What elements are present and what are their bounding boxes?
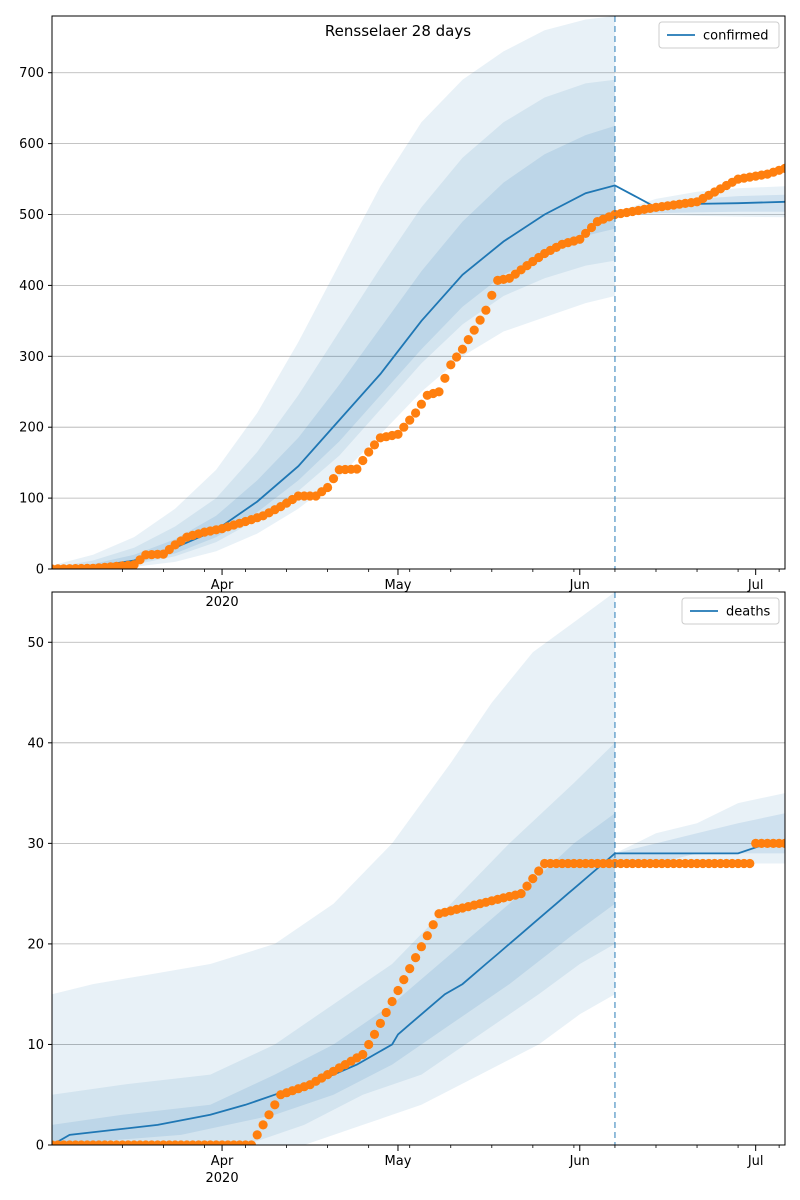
observed-point (393, 985, 403, 996)
legend-label: deaths (726, 605, 771, 620)
observed-point (369, 440, 380, 450)
observed-point (452, 352, 462, 362)
observed-point (475, 315, 485, 325)
y-tick-label: 50 (27, 636, 44, 651)
uncertainty-band (52, 813, 615, 1145)
observed-point (252, 1130, 262, 1140)
y-tick-label: 200 (19, 421, 44, 436)
observed-point (411, 953, 421, 963)
axes-frame (51, 15, 786, 570)
plot-area (52, 592, 785, 1145)
observed-point (422, 931, 432, 941)
observed-point (528, 874, 538, 884)
axes-frame (51, 591, 786, 1146)
observed-point (399, 975, 409, 985)
x-tick-label: Apr (211, 1154, 234, 1169)
confirmed-panel: 0 100 200 300 400 500 600 700 Apr May Jun Jul 2020 co… (19, 15, 786, 610)
observed-point (434, 387, 444, 397)
uncertainty-band (52, 125, 615, 569)
observed-point (364, 447, 374, 457)
observed-point (246, 1140, 256, 1145)
observed-point (393, 429, 403, 439)
observed-point (416, 942, 426, 952)
y-tick-label: 400 (19, 279, 44, 294)
y-tick-label: 10 (27, 1038, 44, 1053)
y-tick-label: 30 (27, 837, 44, 852)
observed-point (358, 455, 368, 466)
x-tick-label: Jun (569, 578, 590, 593)
observed-point (780, 163, 785, 173)
observed-point (481, 305, 491, 315)
uncertainty-band (52, 742, 615, 1145)
observed-point (534, 866, 544, 876)
chart-title: Rensselaer 28 days (325, 22, 471, 40)
observed-point (581, 228, 591, 238)
x-year-label: 2020 (206, 595, 239, 610)
y-tick-label: 100 (19, 492, 44, 507)
y-tick-label: 0 (36, 563, 44, 578)
uncertainty-band (614, 793, 785, 864)
observed-point (487, 290, 497, 300)
y-tick-label: 700 (19, 66, 44, 81)
observed-point (469, 325, 479, 335)
legend-label: confirmed (703, 29, 769, 44)
observed-point (405, 964, 415, 974)
observed-point (387, 996, 397, 1007)
observed-point (780, 838, 785, 848)
observed-point (270, 1100, 280, 1110)
uncertainty-band (52, 79, 615, 569)
observed-point (364, 1039, 374, 1050)
observed-point (375, 1018, 385, 1028)
observed-point (440, 373, 450, 383)
observed-point (428, 920, 438, 930)
plot-area (52, 16, 785, 569)
x-tick-label: Jul (747, 578, 764, 593)
observed-point (328, 474, 339, 484)
uncertainty-band (52, 592, 615, 1145)
uncertainty-band (614, 813, 785, 864)
x-tick-label: Apr (211, 578, 234, 593)
x-tick-label: Jul (747, 1154, 764, 1169)
observed-point (411, 408, 421, 418)
observed-point (575, 234, 585, 244)
observed-point (352, 464, 362, 474)
observed-point (522, 881, 532, 891)
legend-box (658, 21, 780, 49)
observed-point (446, 360, 456, 370)
observed-point (323, 482, 333, 493)
observed-point (369, 1029, 380, 1039)
y-tick-label: 500 (19, 208, 44, 223)
observed-point (463, 335, 473, 345)
y-tick-label: 0 (36, 1139, 44, 1154)
observed-point (405, 415, 415, 425)
observed-point (258, 1120, 268, 1130)
x-tick-label: May (385, 578, 412, 593)
y-tick-label: 40 (27, 736, 44, 751)
x-year-label: 2020 (206, 1171, 239, 1186)
x-tick-label: May (385, 1154, 412, 1169)
observed-point (381, 1007, 391, 1018)
uncertainty-band (52, 16, 615, 569)
observed-point (586, 222, 597, 233)
observed-point (399, 422, 409, 432)
observed-point (745, 858, 755, 869)
x-tick-label: Jun (569, 1154, 590, 1169)
y-tick-label: 20 (27, 937, 44, 952)
observed-point (264, 1110, 274, 1120)
observed-point (358, 1049, 368, 1060)
y-tick-label: 600 (19, 137, 44, 152)
y-tick-label: 300 (19, 350, 44, 365)
deaths-panel: 0 10 20 30 40 50 Apr May Jun Jul 2020 deaths (27, 591, 786, 1186)
observed-point (516, 889, 526, 899)
observed-point (416, 399, 426, 409)
observed-point (457, 344, 468, 354)
legend-box (681, 597, 780, 625)
